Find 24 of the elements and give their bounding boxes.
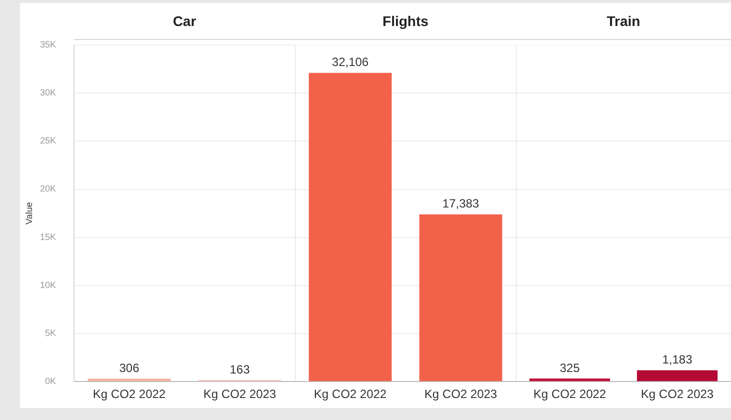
x-tick-label: Kg CO2 2023 bbox=[640, 387, 714, 402]
chart-title: Flights bbox=[295, 3, 516, 40]
chart-title: Car bbox=[74, 3, 295, 40]
x-tick-label: Kg CO2 2022 bbox=[533, 387, 606, 402]
y-tick-label: 0K bbox=[44, 376, 56, 386]
y-tick-label: 15K bbox=[40, 232, 56, 242]
chart-title: Train bbox=[516, 3, 731, 40]
x-tick-label: Kg CO2 2023 bbox=[424, 387, 498, 402]
y-axis-title: Value bbox=[24, 202, 34, 224]
y-tick-label: 20K bbox=[40, 184, 56, 194]
data-label: 1,183 bbox=[662, 352, 693, 367]
y-tick-label: 25K bbox=[40, 136, 56, 146]
y-tick-label: 35K bbox=[40, 39, 56, 50]
y-tick-label: 5K bbox=[44, 328, 56, 338]
x-tick-label: Kg CO2 2022 bbox=[92, 387, 166, 402]
x-tick-label: Kg CO2 2023 bbox=[203, 387, 276, 402]
y-tick-label: 10K bbox=[40, 280, 56, 290]
data-label: 32,106 bbox=[332, 55, 369, 70]
y-tick-label: 30K bbox=[40, 88, 56, 98]
data-label: 325 bbox=[560, 360, 580, 375]
data-label: 17,383 bbox=[442, 196, 480, 211]
data-label: 306 bbox=[119, 360, 140, 375]
data-label: 163 bbox=[230, 362, 250, 376]
x-tick-label: Kg CO2 2022 bbox=[314, 387, 387, 402]
